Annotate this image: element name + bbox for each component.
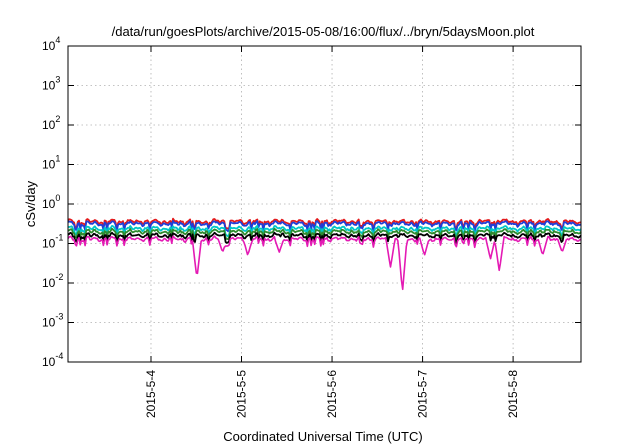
x-axis-label: Coordinated Universal Time (UTC) (223, 429, 422, 444)
y-tick-label: 100 (42, 193, 60, 211)
x-tick-label: 2015-5-7 (416, 370, 430, 418)
y-tick-label: 10-2 (42, 272, 63, 290)
x-tick-label: 2015-5-5 (235, 370, 249, 418)
series-line (67, 235, 582, 291)
grid-lines (68, 46, 581, 362)
y-tick-label: 102 (42, 114, 60, 132)
data-series (67, 217, 582, 291)
y-tick-label: 10-4 (42, 351, 63, 369)
y-axis-label: cSv/day (23, 180, 38, 227)
y-tick-exponent: 3 (55, 75, 60, 85)
y-tick-exponent: 2 (55, 114, 60, 124)
y-tick-exponent: 1 (55, 154, 60, 164)
y-tick-label: 104 (42, 35, 60, 53)
y-tick-label: 10-1 (42, 233, 63, 251)
axis-ticks (68, 45, 581, 363)
chart-title: /data/run/goesPlots/archive/2015-05-08/1… (112, 24, 535, 39)
y-tick-exponent: 0 (55, 193, 60, 203)
x-tick-labels: 2015-5-4 2015-5-5 2015-5-6 2015-5-7 2015-5-8 (144, 370, 520, 418)
y-tick-exponent: 4 (55, 35, 60, 45)
y-tick-label: 103 (42, 75, 60, 93)
y-tick-label: 10-3 (42, 312, 63, 330)
y-tick-exponent: -2 (55, 272, 63, 282)
x-tick-label: 2015-5-6 (325, 370, 339, 418)
x-tick-label: 2015-5-8 (506, 370, 520, 418)
y-tick-label: 101 (42, 154, 60, 172)
x-tick-label: 2015-5-4 (144, 370, 158, 418)
y-tick-exponent: -3 (55, 312, 63, 322)
y-tick-exponent: -1 (55, 233, 63, 243)
y-tick-exponent: -4 (55, 351, 63, 361)
series-line (67, 231, 582, 245)
